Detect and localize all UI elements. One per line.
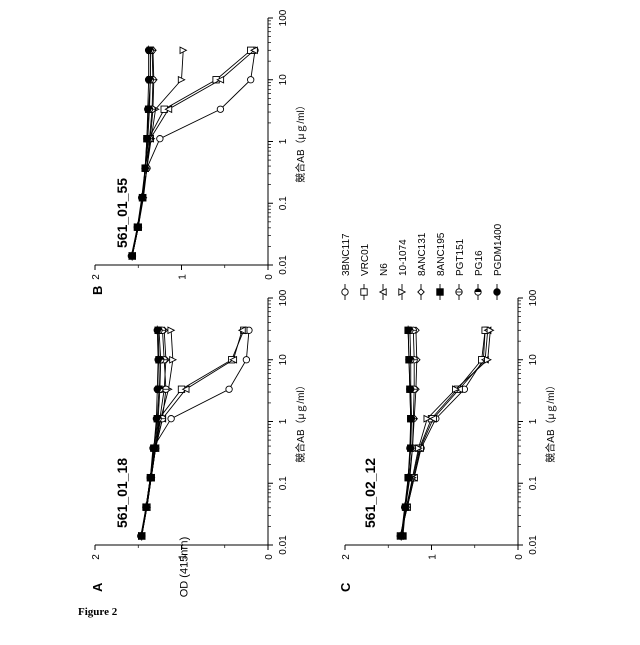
legend-marker [475,289,481,295]
legend-label: PG16 [474,250,485,276]
x-tick-label: 0.1 [278,196,289,210]
data-point [226,386,232,392]
legend-label: 8ANC131 [417,232,428,276]
y-tick-label: 0 [264,554,275,560]
legend-label: 10-1074 [398,239,409,276]
x-tick-label: 100 [528,289,539,306]
y-tick-label: 2 [341,554,352,560]
data-point [243,357,249,363]
data-point [168,416,174,422]
chart-title: 561_01_55 [114,178,130,248]
x-tick-label: 1 [278,138,289,144]
legend-marker [456,289,462,295]
x-tick-label: 0.01 [278,255,289,275]
panel-letter: C [338,582,353,592]
y-tick-label: 2 [91,274,102,280]
x-tick-label: 10 [278,74,289,86]
data-point [163,386,169,392]
legend-entry: PG16 [474,250,485,300]
legend-entry: 10-1074 [398,239,409,300]
x-tick-label: 10 [528,354,539,366]
legend: 3BNC117 VRC01 N6 10-1074 8ANC131 8ANC195 PGT15… [341,223,504,300]
legend-entry: PGDM1400 [493,223,504,300]
legend-entry: PGT151 [455,238,466,300]
y-tick-label: 0 [514,554,525,560]
y-tick-label: 2 [91,554,102,560]
x-tick-label: 1 [278,418,289,424]
y-tick-label: 1 [178,274,189,280]
legend-entry: 8ANC195 [436,232,447,300]
y-tick-label: 1 [428,554,439,560]
x-tick-label: 100 [278,289,289,306]
x-tick-label: 0.1 [278,476,289,490]
x-axis-label: 競合AB（μｇ/ml） [544,380,557,462]
panel-c: C 561_02_12 0.01 0.1 1 10 100 0 1 2 競合AB（μｇ/ml） [338,289,557,592]
chart-title: 561_02_12 [362,458,378,528]
legend-entry: VRC01 [360,243,371,300]
legend-label: 3BNC117 [341,233,352,276]
legend-entry: N6 [379,263,390,300]
legend-label: PGT151 [455,238,466,276]
panel-b: B 561_01_55 0.01 0.1 1 10 100 0 1 2 競合AB（μｇ/ml） [90,9,307,295]
legend-entry: 8ANC131 [417,232,428,300]
x-tick-label: 100 [278,9,289,26]
legend-label: VRC01 [360,243,371,276]
legend-label: PGDM1400 [493,223,504,276]
legend-entry: 3BNC117 [341,233,352,300]
data-point [217,106,223,112]
figure-caption: Figure 2 [78,606,117,618]
legend-marker [437,289,443,295]
x-tick-label: 1 [528,418,539,424]
x-axis-label: 競合AB（μｇ/ml） [294,100,307,182]
legend-marker [361,289,367,295]
y-axis-label: OD (415nm) [179,537,191,598]
x-axis-label: 競合AB（μｇ/ml） [294,380,307,462]
y-tick-label: 0 [264,274,275,280]
panel-letter: B [90,286,105,295]
chart-title: 561_01_18 [114,458,130,528]
x-tick-label: 0.01 [278,535,289,555]
data-point [157,136,163,142]
legend-marker [342,289,348,295]
x-tick-label: 10 [278,354,289,366]
panel-letter: A [90,582,105,592]
x-tick-label: 0.1 [528,476,539,490]
legend-label: N6 [379,263,390,276]
legend-marker [494,287,500,296]
legend-label: 8ANC195 [436,232,447,276]
panel-a: A561_01_180.010.1110100012競合AB（μｇ/ml）OD … [90,289,307,597]
data-point [248,77,254,83]
legend-marker [418,289,424,295]
x-tick-label: 0.01 [528,535,539,555]
